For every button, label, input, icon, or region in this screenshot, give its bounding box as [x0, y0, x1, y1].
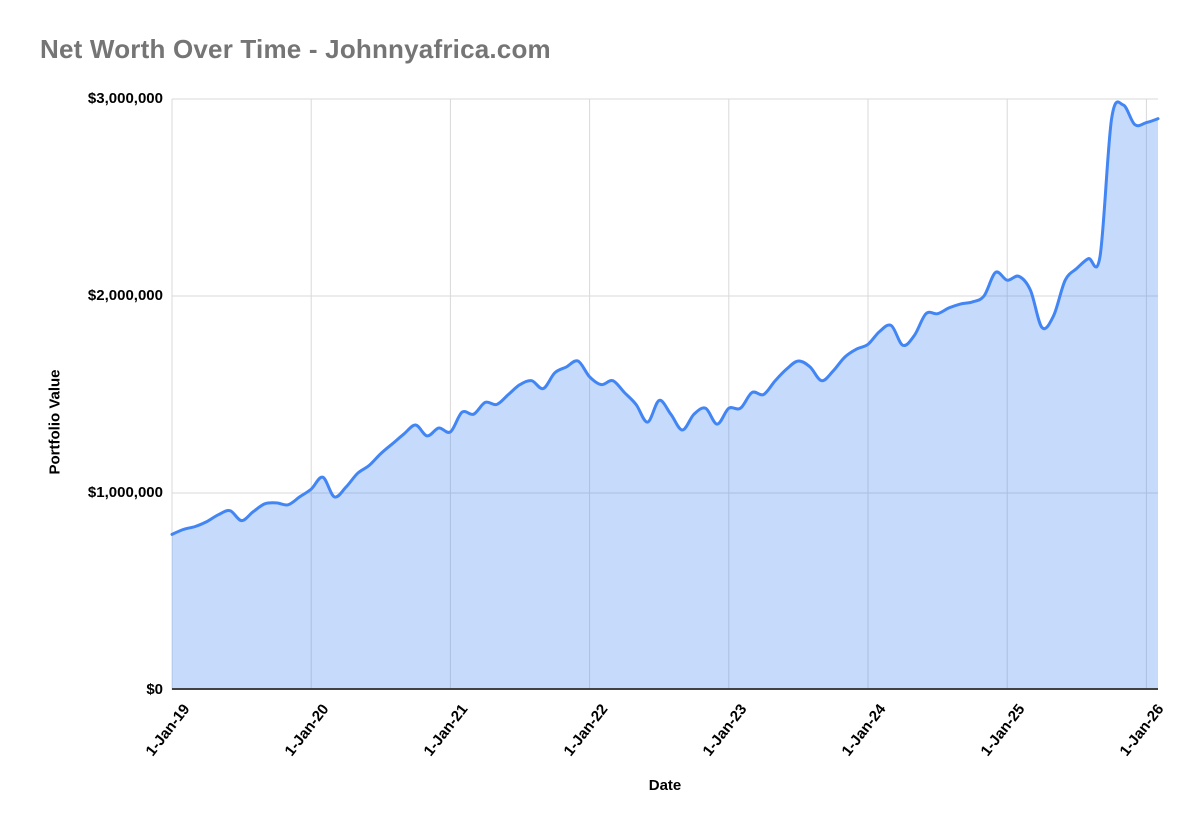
x-tick-label: 1-Jan-20 — [281, 701, 333, 760]
y-axis-title: Portfolio Value — [46, 369, 64, 475]
y-tick-label: $1,000,000 — [87, 484, 163, 501]
area-fill — [172, 101, 1158, 690]
x-tick-label: 1-Jan-25 — [977, 701, 1029, 760]
x-tick-label: 1-Jan-26 — [1116, 701, 1168, 760]
x-tick-label: 1-Jan-24 — [838, 701, 890, 760]
gridlines — [171, 98, 1158, 690]
plot-area — [170, 98, 1160, 690]
chart-title: Net Worth Over Time - Johnnyafrica.com — [40, 34, 551, 64]
x-axis-title: Date — [648, 777, 682, 794]
x-tick-label: 1-Jan-23 — [699, 701, 751, 760]
y-tick-label: $2,000,000 — [87, 287, 163, 304]
x-tick-label: 1-Jan-19 — [142, 701, 194, 760]
y-tick-label: $3,000,000 — [87, 90, 163, 107]
x-tick-label: 1-Jan-22 — [560, 701, 612, 760]
x-tick-label: 1-Jan-21 — [420, 701, 472, 760]
series-line — [170, 100, 1160, 536]
y-tick-label: $0 — [146, 681, 163, 698]
